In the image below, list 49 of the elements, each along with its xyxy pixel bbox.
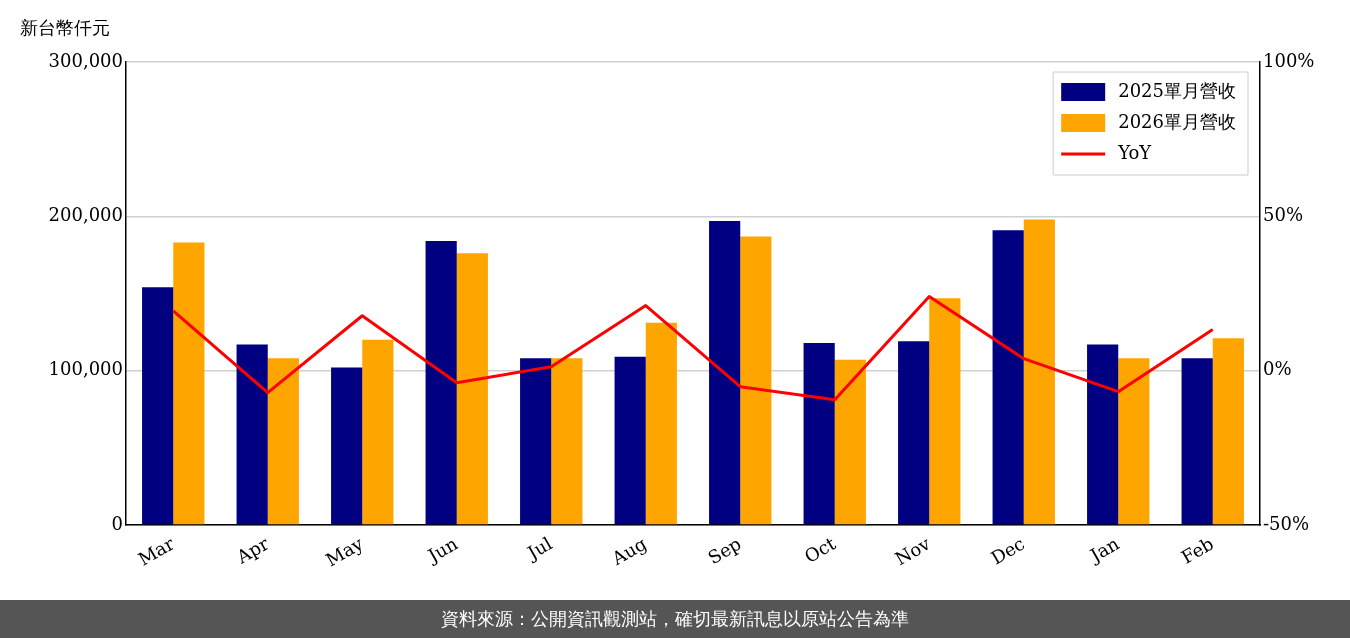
x-tick-label: Jul bbox=[522, 532, 556, 565]
bar bbox=[992, 230, 1024, 525]
y2-tick-label: 100% bbox=[1263, 49, 1315, 71]
x-tick-label: Mar bbox=[134, 532, 178, 570]
legend-label: YoY bbox=[1117, 141, 1153, 163]
x-tick-label: Oct bbox=[800, 532, 840, 567]
x-tick-label: Jan bbox=[1084, 532, 1123, 567]
bar bbox=[267, 358, 299, 525]
x-tick-label: May bbox=[322, 532, 368, 571]
bar bbox=[929, 298, 961, 525]
bar bbox=[456, 253, 488, 525]
x-tick-label: Jun bbox=[422, 532, 462, 568]
bar bbox=[142, 287, 174, 525]
bar bbox=[645, 322, 677, 525]
source-note: 資料來源：公開資訊觀測站，確切最新訊息以原站公告為準 bbox=[0, 600, 1350, 638]
bar bbox=[614, 356, 646, 525]
y2-tick-label: -50% bbox=[1263, 512, 1310, 534]
y2-tick-label: 0% bbox=[1263, 358, 1292, 380]
bar bbox=[1087, 344, 1119, 525]
bar bbox=[173, 242, 205, 525]
x-tick-label: Apr bbox=[232, 532, 273, 568]
x-tick-label: Feb bbox=[1177, 532, 1218, 568]
x-tick-label: Sep bbox=[704, 532, 745, 569]
bar bbox=[1212, 338, 1244, 525]
bar bbox=[898, 341, 930, 525]
bar bbox=[520, 358, 552, 525]
x-tick-label: Dec bbox=[987, 532, 1029, 569]
y-tick-label: 200,000 bbox=[48, 204, 123, 226]
y-tick-label: 0 bbox=[111, 512, 123, 534]
bar bbox=[425, 241, 457, 525]
bar bbox=[551, 358, 583, 525]
y-axis-title: 新台幣仟元 bbox=[20, 16, 110, 40]
x-tick-label: Aug bbox=[607, 532, 651, 570]
bar bbox=[362, 339, 394, 525]
bar bbox=[740, 236, 772, 525]
x-tick-label: Nov bbox=[891, 532, 935, 570]
y2-tick-label: 50% bbox=[1263, 204, 1304, 226]
bar bbox=[236, 344, 268, 525]
bar bbox=[834, 359, 866, 525]
bar bbox=[1023, 219, 1055, 525]
bar bbox=[1181, 358, 1213, 525]
bar bbox=[1118, 358, 1150, 525]
bar bbox=[709, 220, 741, 525]
bar bbox=[331, 367, 363, 525]
y-tick-label: 300,000 bbox=[48, 49, 123, 71]
legend-label: 2026單月營收 bbox=[1118, 110, 1236, 132]
bar bbox=[803, 342, 835, 525]
y-tick-label: 100,000 bbox=[48, 358, 123, 380]
legend-label: 2025單月營收 bbox=[1118, 79, 1236, 101]
